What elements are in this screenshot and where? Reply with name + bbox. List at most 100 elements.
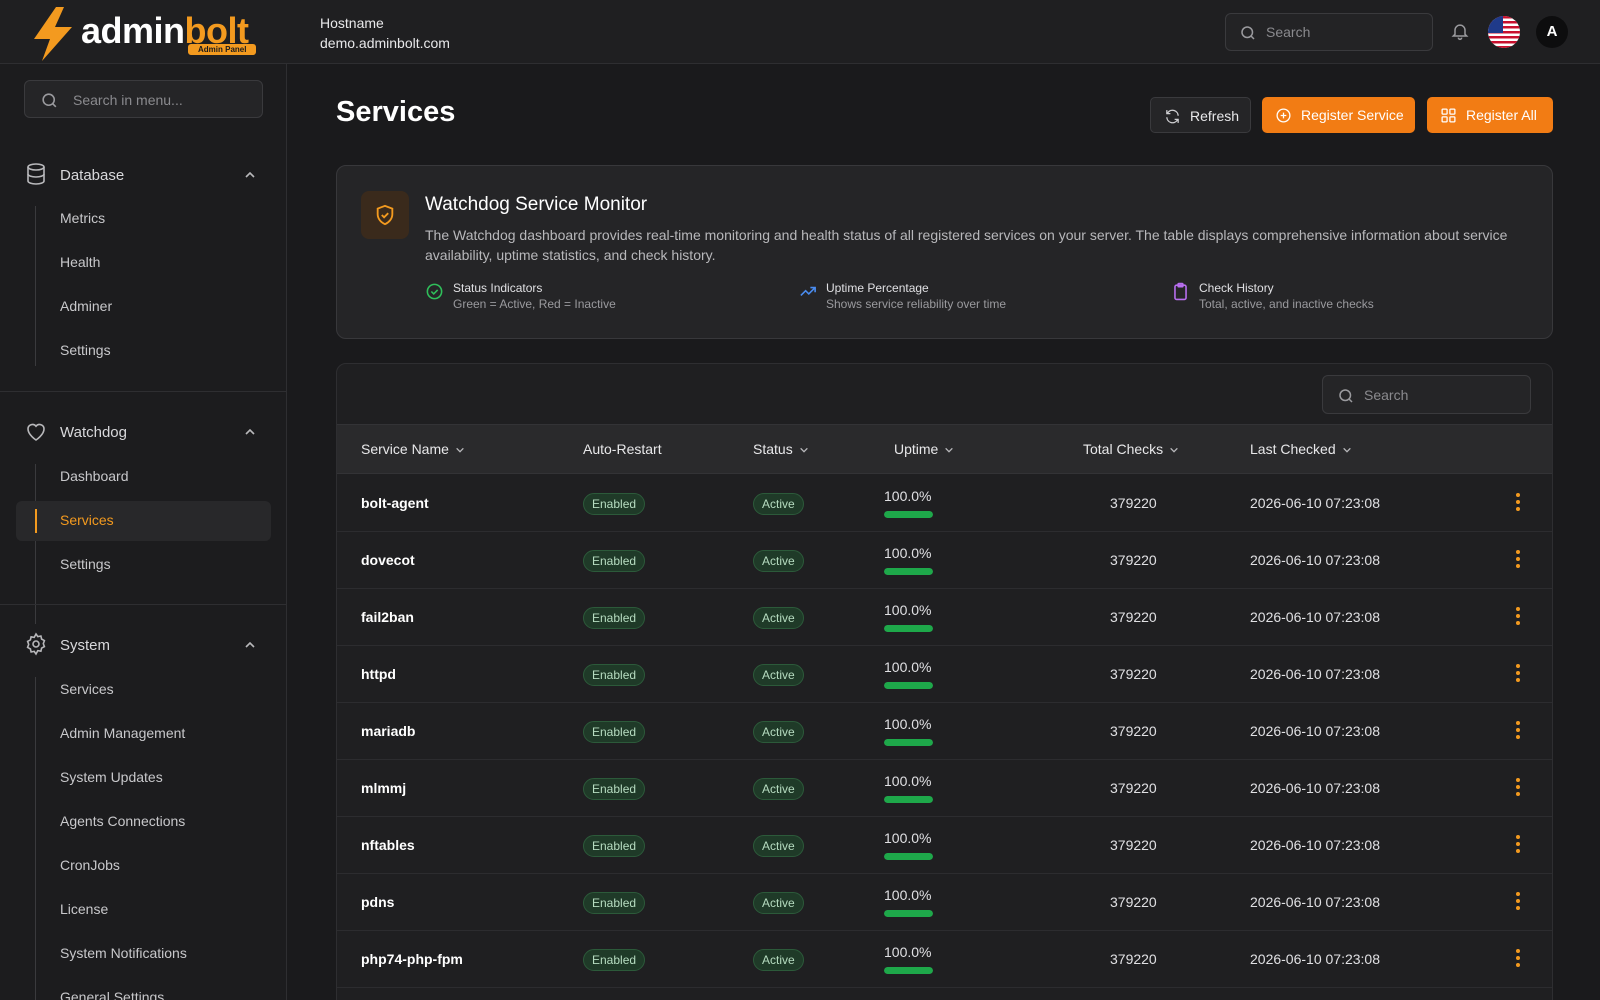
sidebar-item-health[interactable]: Health	[60, 254, 101, 270]
search-icon	[1241, 26, 1255, 40]
more-actions-icon[interactable]	[1515, 550, 1521, 570]
more-actions-icon[interactable]	[1515, 778, 1521, 798]
table-row[interactable]: dovecot Enabled Active 100.0% 379220 2026-06-…	[337, 532, 1552, 589]
sidebar: Search in menu... Database Metrics Healt…	[0, 64, 287, 1000]
service-name: bolt-agent	[361, 495, 429, 511]
status-badge: Active	[753, 493, 804, 515]
sidebar-item-system-services[interactable]: Services	[60, 681, 114, 697]
uptime-bar	[884, 625, 933, 632]
shield-check-icon	[376, 204, 394, 226]
gear-icon	[26, 632, 46, 656]
sidebar-group-watchdog[interactable]: Watchdog	[24, 419, 264, 445]
sidebar-search-input[interactable]: Search in menu...	[24, 80, 263, 118]
uptime-bar-fill	[884, 511, 933, 518]
table-row[interactable]: pdns Enabled Active 100.0% 379220 2026-06-10 …	[337, 874, 1552, 931]
more-actions-icon[interactable]	[1515, 607, 1521, 627]
sidebar-group-label: System	[60, 637, 111, 654]
total-checks: 379220	[1110, 666, 1157, 682]
heart-icon	[27, 423, 45, 441]
table-row[interactable]: mariadb Enabled Active 100.0% 379220 2026-06-…	[337, 703, 1552, 760]
status-badge: Active	[753, 664, 804, 686]
column-header-uptime[interactable]: Uptime	[894, 441, 954, 457]
sidebar-item-metrics[interactable]: Metrics	[60, 210, 106, 226]
sidebar-item-system-notifications[interactable]: System Notifications	[60, 945, 187, 961]
logo-text: adminbolt	[81, 10, 249, 51]
chevron-up-icon	[245, 641, 255, 648]
sidebar-item-watchdog-settings[interactable]: Settings	[60, 556, 111, 572]
column-header-status[interactable]: Status	[753, 441, 809, 457]
hostname-info: Hostname demo.adminbolt.com	[320, 13, 450, 53]
uptime-value: 100.0%	[884, 887, 932, 903]
sidebar-group-database[interactable]: Database	[24, 162, 264, 188]
last-checked: 2026-06-10 07:23:08	[1250, 894, 1380, 910]
bell-icon[interactable]	[1450, 20, 1470, 42]
uptime-value: 100.0%	[884, 545, 932, 561]
sidebar-item-database-settings[interactable]: Settings	[60, 342, 111, 358]
column-header-last-checked[interactable]: Last Checked	[1250, 441, 1352, 457]
hostname-value: demo.adminbolt.com	[320, 35, 450, 51]
sidebar-group-system[interactable]: System	[24, 632, 264, 658]
uptime-bar-fill	[884, 568, 933, 575]
register-all-button[interactable]: Register All	[1427, 97, 1553, 133]
more-actions-icon[interactable]	[1515, 892, 1521, 912]
more-actions-icon[interactable]	[1515, 664, 1521, 684]
table-row[interactable]: nftables Enabled Active 100.0% 379220 2026-06…	[337, 817, 1552, 874]
chevron-down-icon	[1170, 448, 1178, 453]
sidebar-item-system-updates[interactable]: System Updates	[60, 769, 163, 785]
database-icon	[27, 163, 45, 185]
total-checks: 379220	[1110, 837, 1157, 853]
search-icon	[1339, 389, 1353, 403]
logo-badge: Admin Panel	[188, 44, 257, 55]
feature-subtitle: Total, active, and inactive checks	[1199, 297, 1374, 311]
last-checked: 2026-06-10 07:23:08	[1250, 837, 1380, 853]
sidebar-item-dashboard[interactable]: Dashboard	[60, 468, 129, 484]
logo[interactable]: adminbolt Admin Panel	[30, 6, 260, 62]
sidebar-group-label: Database	[60, 167, 125, 184]
sidebar-item-watchdog-services[interactable]: Services	[60, 512, 114, 528]
refresh-button-label: Refresh	[1190, 108, 1240, 124]
sidebar-item-cronjobs[interactable]: CronJobs	[60, 857, 120, 873]
table-row[interactable]: mlmmj Enabled Active 100.0% 379220 2026-06-10…	[337, 760, 1552, 817]
services-table-card: Search Service Name Auto-Restart Status …	[336, 363, 1553, 1000]
lightning-bolt-icon	[34, 7, 72, 61]
register-all-label: Register All	[1466, 107, 1537, 123]
service-name: httpd	[361, 666, 396, 682]
uptime-value: 100.0%	[884, 716, 932, 732]
grid-icon	[1441, 108, 1456, 123]
table-row[interactable]: httpd Enabled Active 100.0% 379220 2026-06-10…	[337, 646, 1552, 703]
more-actions-icon[interactable]	[1515, 721, 1521, 741]
total-checks: 379220	[1110, 609, 1157, 625]
total-checks: 379220	[1110, 894, 1157, 910]
chevron-down-icon	[456, 448, 464, 453]
table-row[interactable]: php74-php-fpm Enabled Active 100.0% 379220 20…	[337, 931, 1552, 988]
refresh-icon	[1166, 109, 1179, 124]
more-actions-icon[interactable]	[1515, 835, 1521, 855]
watchdog-info-card: Watchdog Service Monitor The Watchdog da…	[336, 165, 1553, 339]
language-flag-icon[interactable]	[1488, 16, 1520, 48]
status-badge: Active	[753, 835, 804, 857]
sidebar-item-agents-connections[interactable]: Agents Connections	[60, 813, 186, 829]
column-header-service-name[interactable]: Service Name	[361, 441, 465, 457]
refresh-button[interactable]: Refresh	[1150, 97, 1251, 133]
sidebar-item-adminer[interactable]: Adminer	[60, 298, 113, 314]
header-search-input[interactable]: Search	[1225, 13, 1433, 51]
column-header-total-checks[interactable]: Total Checks	[1083, 441, 1179, 457]
sidebar-item-license[interactable]: License	[60, 901, 109, 917]
sidebar-item-admin-management[interactable]: Admin Management	[60, 725, 186, 741]
table-row[interactable]: bolt-agent Enabled Active 100.0% 379220 2026-…	[337, 475, 1552, 532]
sidebar-tree-line	[35, 206, 36, 366]
total-checks: 379220	[1110, 951, 1157, 967]
sidebar-active-indicator	[35, 509, 37, 533]
uptime-value: 100.0%	[884, 488, 932, 504]
table-search-input[interactable]: Search	[1322, 375, 1531, 414]
table-row[interactable]: fail2ban Enabled Active 100.0% 379220 2026-06…	[337, 589, 1552, 646]
more-actions-icon[interactable]	[1515, 493, 1521, 513]
total-checks: 379220	[1110, 780, 1157, 796]
register-service-button[interactable]: Register Service	[1262, 97, 1415, 133]
feature-title: Check History	[1199, 281, 1274, 295]
avatar[interactable]: A	[1536, 16, 1568, 48]
more-actions-icon[interactable]	[1515, 949, 1521, 969]
feature-subtitle: Shows service reliability over time	[826, 297, 1007, 311]
uptime-value: 100.0%	[884, 659, 932, 675]
sidebar-item-general-settings[interactable]: General Settings	[60, 989, 165, 1000]
